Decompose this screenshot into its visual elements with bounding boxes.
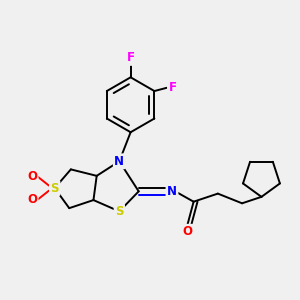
- Text: S: S: [50, 182, 59, 195]
- Text: O: O: [27, 193, 37, 206]
- Text: N: N: [167, 185, 177, 198]
- Text: S: S: [115, 205, 124, 218]
- Text: F: F: [127, 51, 135, 64]
- Text: F: F: [169, 81, 176, 94]
- Text: N: N: [114, 155, 124, 168]
- Text: O: O: [182, 225, 192, 238]
- Text: O: O: [27, 170, 37, 183]
